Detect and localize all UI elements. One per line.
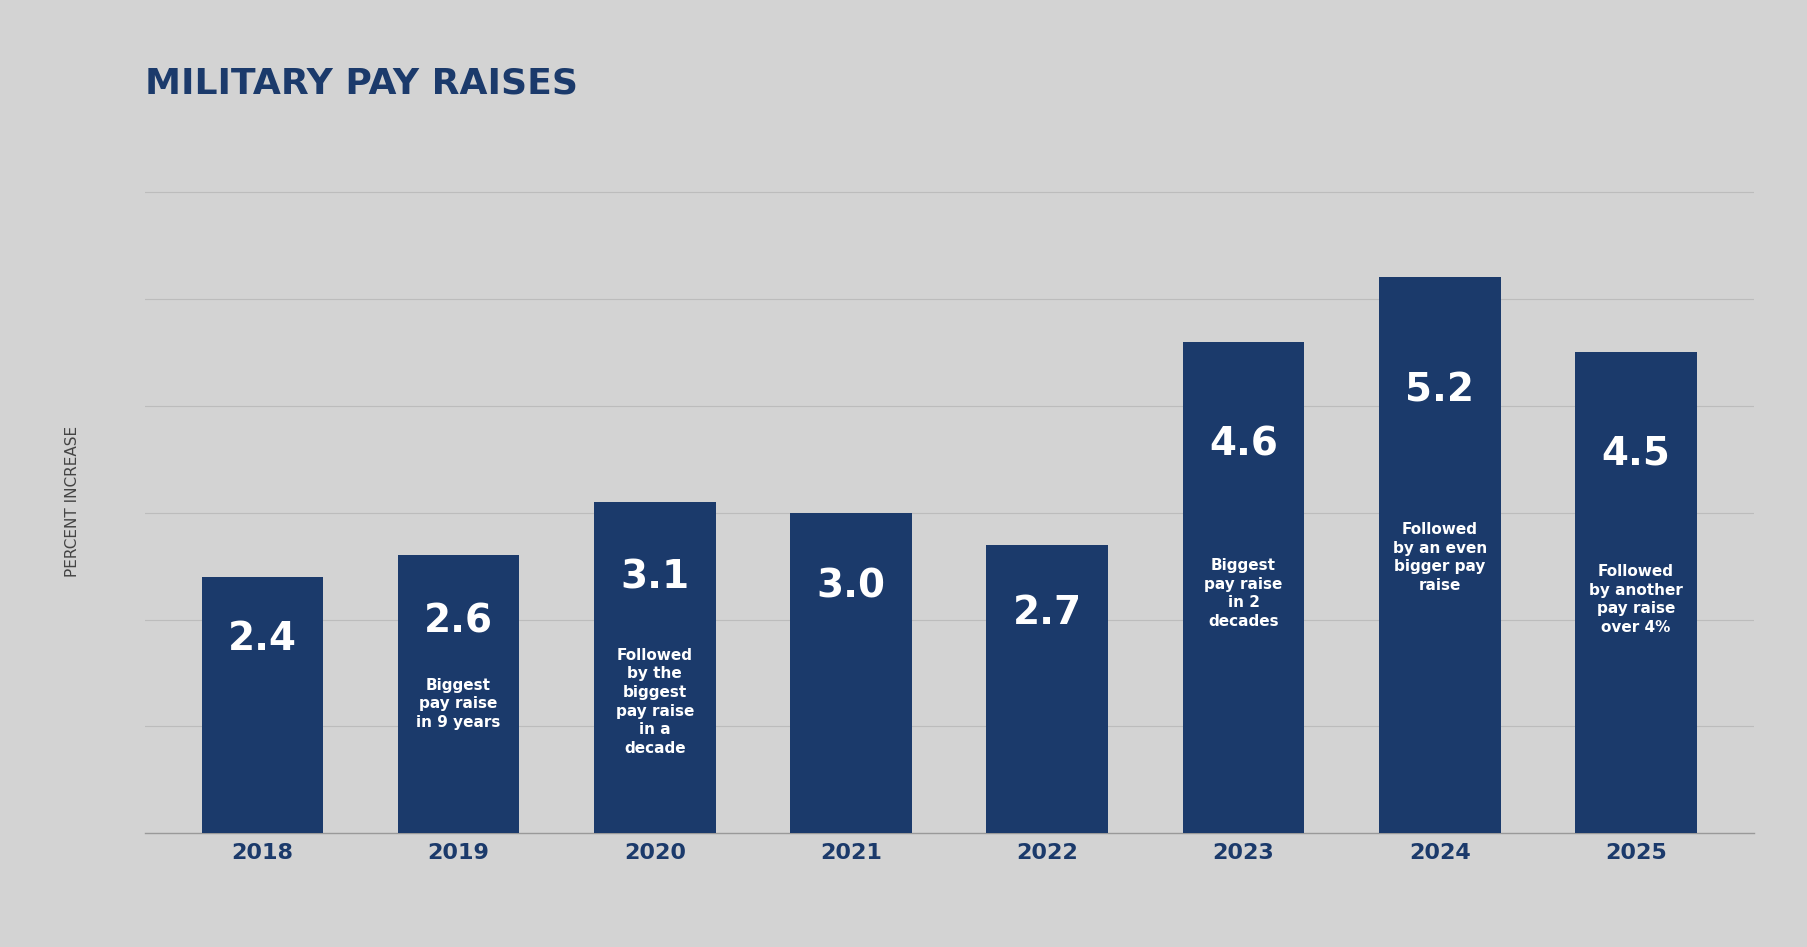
Bar — [1379, 277, 1500, 833]
Text: Biggest
pay raise
in 9 years: Biggest pay raise in 9 years — [416, 678, 501, 730]
Text: Biggest
pay raise
in 2
decades: Biggest pay raise in 2 decades — [1203, 558, 1281, 629]
Bar — [790, 512, 911, 833]
Text: 4.6: 4.6 — [1209, 425, 1278, 463]
Text: 2.7: 2.7 — [1012, 594, 1081, 632]
Bar — [1574, 352, 1697, 833]
Bar — [987, 545, 1108, 833]
Text: Followed
by the
biggest
pay raise
in a
decade: Followed by the biggest pay raise in a d… — [616, 648, 694, 756]
Text: 2.4: 2.4 — [228, 620, 296, 658]
Text: 2.6: 2.6 — [425, 602, 493, 640]
Bar — [201, 577, 323, 833]
Text: 5.2: 5.2 — [1404, 372, 1473, 410]
Bar — [1182, 342, 1303, 833]
Bar — [398, 555, 519, 833]
Text: Followed
by an even
bigger pay
raise: Followed by an even bigger pay raise — [1391, 522, 1485, 593]
Text: PERCENT INCREASE: PERCENT INCREASE — [65, 426, 80, 578]
Text: 3.0: 3.0 — [817, 567, 885, 605]
Text: MILITARY PAY RAISES: MILITARY PAY RAISES — [145, 66, 576, 100]
Text: 4.5: 4.5 — [1601, 434, 1670, 472]
Bar — [595, 502, 716, 833]
Text: Followed
by another
pay raise
over 4%: Followed by another pay raise over 4% — [1588, 563, 1682, 634]
Text: 3.1: 3.1 — [620, 558, 688, 597]
